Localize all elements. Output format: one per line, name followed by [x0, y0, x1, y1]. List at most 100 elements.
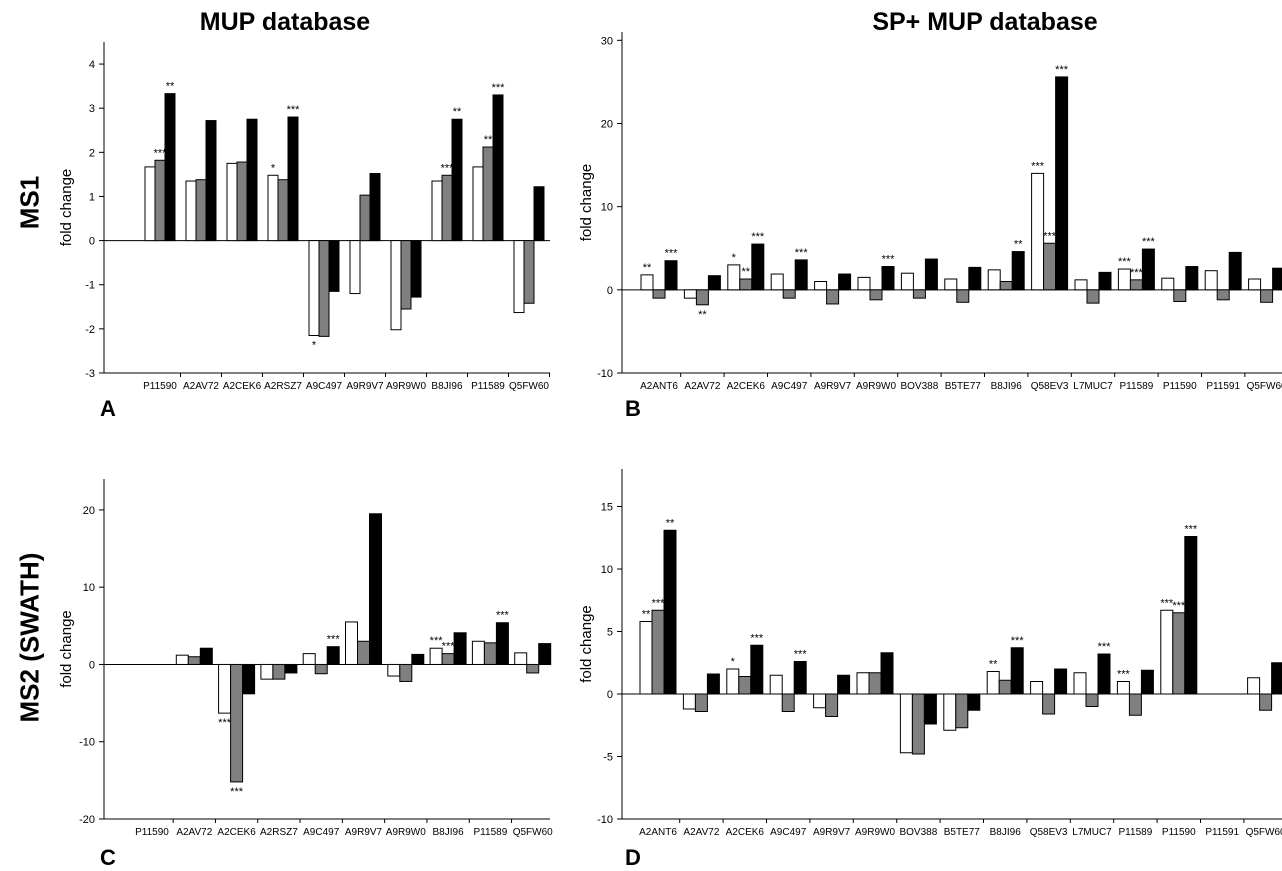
significance-label-d: *** — [652, 597, 666, 609]
x-tick-label-a: B8JI96 — [431, 381, 463, 392]
bar-a-s3-a2cek6 — [246, 118, 258, 242]
y-tick-label-a: -1 — [85, 280, 95, 292]
x-tick-label-a: P11589 — [471, 381, 505, 392]
bar-b-s3-a2cek6 — [751, 243, 765, 291]
bar-c-s3-q5fw60 — [538, 643, 552, 665]
bar-b-s2-a9c497 — [782, 289, 796, 299]
y-tick-label-b: 20 — [601, 118, 613, 130]
x-tick-label-a: A2CEK6 — [223, 381, 262, 392]
panel-letter-a: A — [100, 396, 116, 421]
bar-d-s3-b5te77 — [967, 693, 981, 711]
bar-d-s3-p11590 — [1184, 536, 1198, 695]
x-tick-label-b: BOV388 — [900, 381, 938, 392]
bar-c-s3-b8ji96 — [453, 632, 467, 665]
x-tick-label-d: Q5FW60 — [1246, 827, 1282, 838]
bar-b-s2-q5fw60 — [1260, 289, 1274, 303]
y-tick-label-a: -3 — [85, 368, 95, 380]
significance-label-c: *** — [327, 634, 341, 646]
bar-c-s1-q5fw60 — [514, 652, 528, 665]
panel-letter-d: D — [625, 845, 641, 870]
x-tick-label-d: A9R9W0 — [855, 827, 895, 838]
x-tick-label-d: B5TE77 — [944, 827, 981, 838]
significance-label-d: *** — [1117, 669, 1131, 681]
panel-letter-b: B — [625, 396, 641, 421]
bar-a-s1-q5fw60 — [513, 240, 525, 314]
x-tick-label-b: A2CEK6 — [727, 381, 766, 392]
bar-c-s2-a2rsz7 — [272, 663, 286, 680]
bar-d-s2-q58ev3 — [1042, 693, 1056, 715]
bar-a-s2-a2rsz7 — [277, 179, 289, 242]
bar-a-s3-a9r9w0 — [410, 240, 422, 298]
significance-label-b: *** — [882, 254, 896, 266]
x-tick-label-a: A9C497 — [306, 381, 343, 392]
bar-c-s3-a2rsz7 — [284, 663, 298, 674]
x-tick-label-d: A2ANT6 — [639, 827, 677, 838]
bar-d-s2-p11589 — [1128, 693, 1142, 716]
significance-label-a: *** — [154, 147, 168, 159]
x-tick-label-d: A2CEK6 — [726, 827, 765, 838]
bar-c-s3-a2av72 — [199, 647, 213, 665]
y-tick-label-b: -10 — [597, 368, 613, 380]
bar-b-s3-a9c497 — [794, 259, 808, 291]
bar-b-s3-a2ant6 — [664, 260, 678, 291]
x-tick-label-b: A9C497 — [771, 381, 808, 392]
bar-c-s2-a2av72 — [187, 656, 201, 665]
bar-d-s1-p11589 — [1116, 681, 1130, 695]
bar-d-s2-l7muc7 — [1085, 693, 1099, 707]
x-tick-label-b: P11589 — [1120, 381, 1154, 392]
x-tick-label-d: Q58EV3 — [1030, 827, 1068, 838]
bar-a-s1-b8ji96 — [431, 180, 443, 242]
significance-label-d: ** — [989, 659, 998, 671]
significance-label-d: *** — [1160, 597, 1174, 609]
bar-d-s2-b5te77 — [955, 693, 969, 729]
bar-c-s3-a9r9w0 — [411, 653, 425, 665]
x-tick-label-c: P11589 — [474, 827, 508, 838]
bar-b-s3-p11591 — [1228, 251, 1242, 291]
bar-a-s1-a9r9v7 — [349, 240, 361, 295]
bar-b-s1-a2av72 — [683, 289, 697, 299]
bar-c-s2-a9r9v7 — [357, 640, 370, 665]
bar-b-s3-a2av72 — [707, 275, 721, 291]
bar-d-s1-p11590 — [1160, 609, 1174, 695]
significance-label-b: *** — [751, 231, 765, 243]
significance-label-a: ** — [166, 81, 175, 93]
significance-label-d: *** — [1098, 641, 1112, 653]
bar-d-s1-a2av72 — [682, 693, 696, 710]
y-tick-label-a: -2 — [85, 324, 95, 336]
x-tick-label-a: A2AV72 — [183, 381, 219, 392]
bar-d-s3-a9r9v7 — [837, 674, 851, 695]
bar-d-s3-bov388 — [923, 693, 937, 725]
bar-c-s2-b8ji96 — [441, 653, 455, 665]
bar-b-s2-l7muc7 — [1086, 289, 1100, 304]
significance-label-b: *** — [1055, 64, 1069, 76]
y-tick-label-c: -10 — [79, 737, 95, 749]
bar-d-s1-q5fw60 — [1247, 677, 1261, 695]
significance-label-d: *** — [1011, 635, 1025, 647]
bar-a-s1-a9c497 — [308, 240, 320, 336]
bar-d-s1-l7muc7 — [1073, 672, 1087, 695]
x-tick-label-c: A9R9V7 — [345, 827, 383, 838]
bar-b-s1-a2ant6 — [640, 274, 654, 291]
x-tick-label-b: A2ANT6 — [640, 381, 678, 392]
y-tick-label-d: 10 — [601, 564, 613, 576]
y-tick-label-d: 0 — [607, 689, 613, 701]
bar-b-s1-p11589 — [1117, 268, 1131, 291]
bar-a-s3-p11590 — [164, 93, 176, 242]
bar-d-s1-a9r9w0 — [856, 672, 870, 695]
y-tick-label-b: 30 — [601, 35, 613, 47]
x-tick-label-c: A2CEK6 — [217, 827, 256, 838]
y-tick-label-a: 1 — [89, 191, 95, 203]
significance-label-d: *** — [1172, 600, 1186, 612]
x-tick-label-d: BOV388 — [899, 827, 937, 838]
bar-b-s2-b8ji96 — [999, 281, 1013, 291]
bar-d-s2-a9r9w0 — [868, 672, 882, 695]
x-tick-label-d: A2AV72 — [683, 827, 719, 838]
x-tick-label-c: A9C497 — [303, 827, 340, 838]
y-axis-label-d: fold change — [578, 605, 595, 683]
bar-b-s1-b8ji96 — [987, 269, 1001, 291]
column-title-sp-mup: SP+ MUP database — [872, 8, 1098, 36]
chart-panel-b: -10 0 10 20 30 fold change A2ANT6 A2AV72 A2CEK6 A… — [578, 32, 1282, 392]
bar-d-s1-a9r9v7 — [813, 693, 827, 709]
x-tick-label-b: A9R9V7 — [814, 381, 852, 392]
